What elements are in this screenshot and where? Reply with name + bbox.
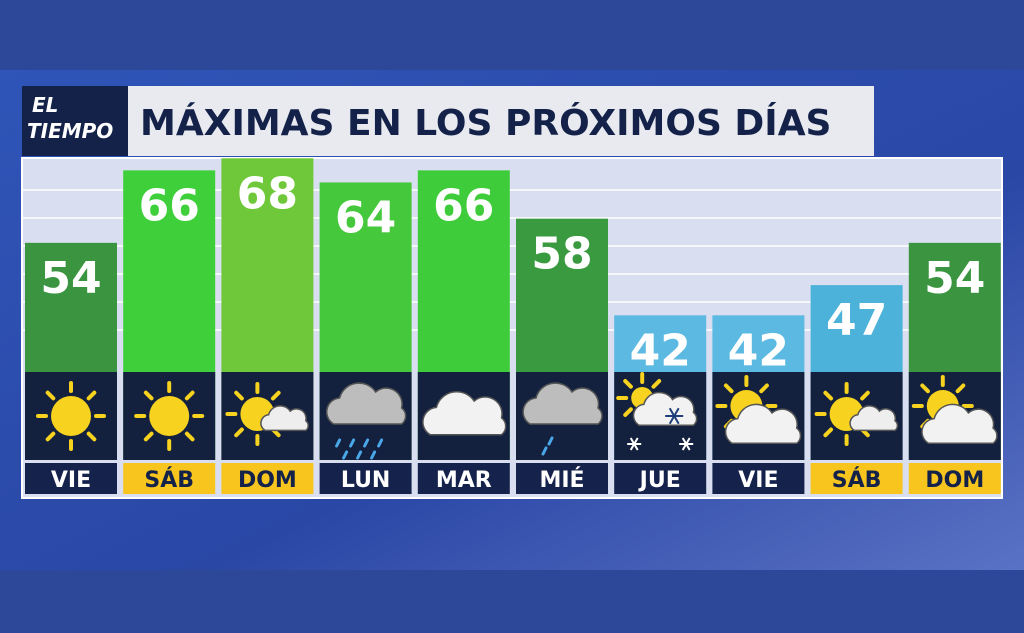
logo-box: [22, 86, 128, 156]
rain-drop: [370, 450, 377, 460]
sun-ray: [955, 383, 966, 394]
sun-ray: [234, 390, 244, 401]
snowflake: [629, 437, 639, 451]
cloud: [921, 403, 998, 445]
logo-line: TIEMPO: [27, 119, 113, 143]
weather-icon: [325, 382, 407, 460]
weather-icon: [225, 382, 309, 446]
sun-ray: [45, 431, 56, 442]
value-label: 64: [335, 192, 396, 243]
x-tick-label: VIE: [738, 468, 778, 493]
sun-ray: [86, 431, 97, 442]
weather-icon: [522, 382, 603, 456]
rain-drop: [335, 438, 342, 448]
cloud: [632, 391, 698, 426]
value-label: 66: [139, 180, 200, 231]
snowflake: [681, 437, 691, 451]
sun-ray: [86, 390, 97, 401]
rain-drop: [342, 450, 349, 460]
sun-ray: [143, 390, 154, 401]
weather-icon: [911, 375, 998, 445]
sun-ray: [45, 390, 56, 401]
cloud: [724, 403, 802, 445]
value-label: 58: [531, 229, 592, 280]
logo-line: EL: [32, 93, 58, 117]
sun-ray: [234, 427, 244, 438]
sun-ray: [823, 427, 834, 438]
day-box: [25, 463, 117, 494]
sun-ray: [623, 379, 633, 389]
day-box: [221, 463, 314, 494]
weather-icon: [134, 381, 205, 451]
cloud: [260, 405, 309, 432]
rain-drop: [356, 450, 363, 460]
value-label: 54: [40, 253, 101, 304]
value-label: 47: [826, 295, 887, 346]
sun-ray: [651, 379, 662, 389]
rain-drop: [547, 436, 554, 446]
sun-ray: [184, 431, 195, 442]
sun-ray: [759, 383, 769, 394]
sun-ray: [723, 383, 734, 394]
x-tick-label: VIE: [51, 468, 91, 493]
value-label: 68: [237, 168, 298, 219]
cloud: [522, 382, 603, 425]
cloud: [422, 391, 507, 436]
sun: [51, 396, 91, 436]
weather-icon: [715, 375, 802, 445]
day-box: [614, 463, 707, 494]
cloud: [325, 382, 407, 425]
snowflake: [668, 407, 680, 425]
rain-drop: [377, 438, 384, 448]
value-label: 66: [433, 180, 494, 231]
value-label: 42: [728, 325, 789, 376]
x-tick-label: DOM: [925, 468, 984, 493]
x-tick-label: SÁB: [832, 467, 882, 493]
sun-ray: [270, 390, 281, 401]
x-tick-label: MIÉ: [539, 467, 584, 493]
x-tick-label: SÁB: [144, 467, 194, 493]
weather-icon: [36, 381, 106, 451]
sun-ray: [860, 390, 870, 401]
sun: [149, 396, 190, 436]
weather-icon: [616, 372, 698, 451]
value-label: 54: [924, 253, 985, 304]
sun-ray: [823, 390, 834, 401]
x-tick-label: LUN: [341, 468, 391, 493]
sun-ray: [623, 407, 633, 417]
day-box: [319, 463, 412, 494]
rain-drop: [349, 438, 356, 448]
day-box: [516, 463, 608, 494]
sun-ray: [920, 383, 930, 394]
day-box: [908, 463, 1001, 494]
day-box: [712, 463, 805, 494]
rain-drop: [363, 438, 370, 448]
day-box: [123, 463, 216, 494]
sun-ray: [184, 390, 195, 401]
value-label: 42: [630, 325, 691, 376]
x-tick-label: MAR: [436, 468, 492, 493]
day-box: [417, 463, 510, 494]
x-tick-label: DOM: [238, 468, 297, 493]
title-box: [128, 86, 874, 156]
weather-icon: [422, 391, 507, 436]
cloud: [849, 405, 899, 432]
weather-icon: [814, 382, 899, 446]
chart-title: MÁXIMAS EN LOS PRÓXIMOS DÍAS: [140, 102, 832, 144]
x-tick-label: JUE: [638, 468, 681, 493]
rain-drop: [541, 446, 548, 456]
day-box: [810, 463, 903, 494]
sun-ray: [143, 431, 154, 442]
